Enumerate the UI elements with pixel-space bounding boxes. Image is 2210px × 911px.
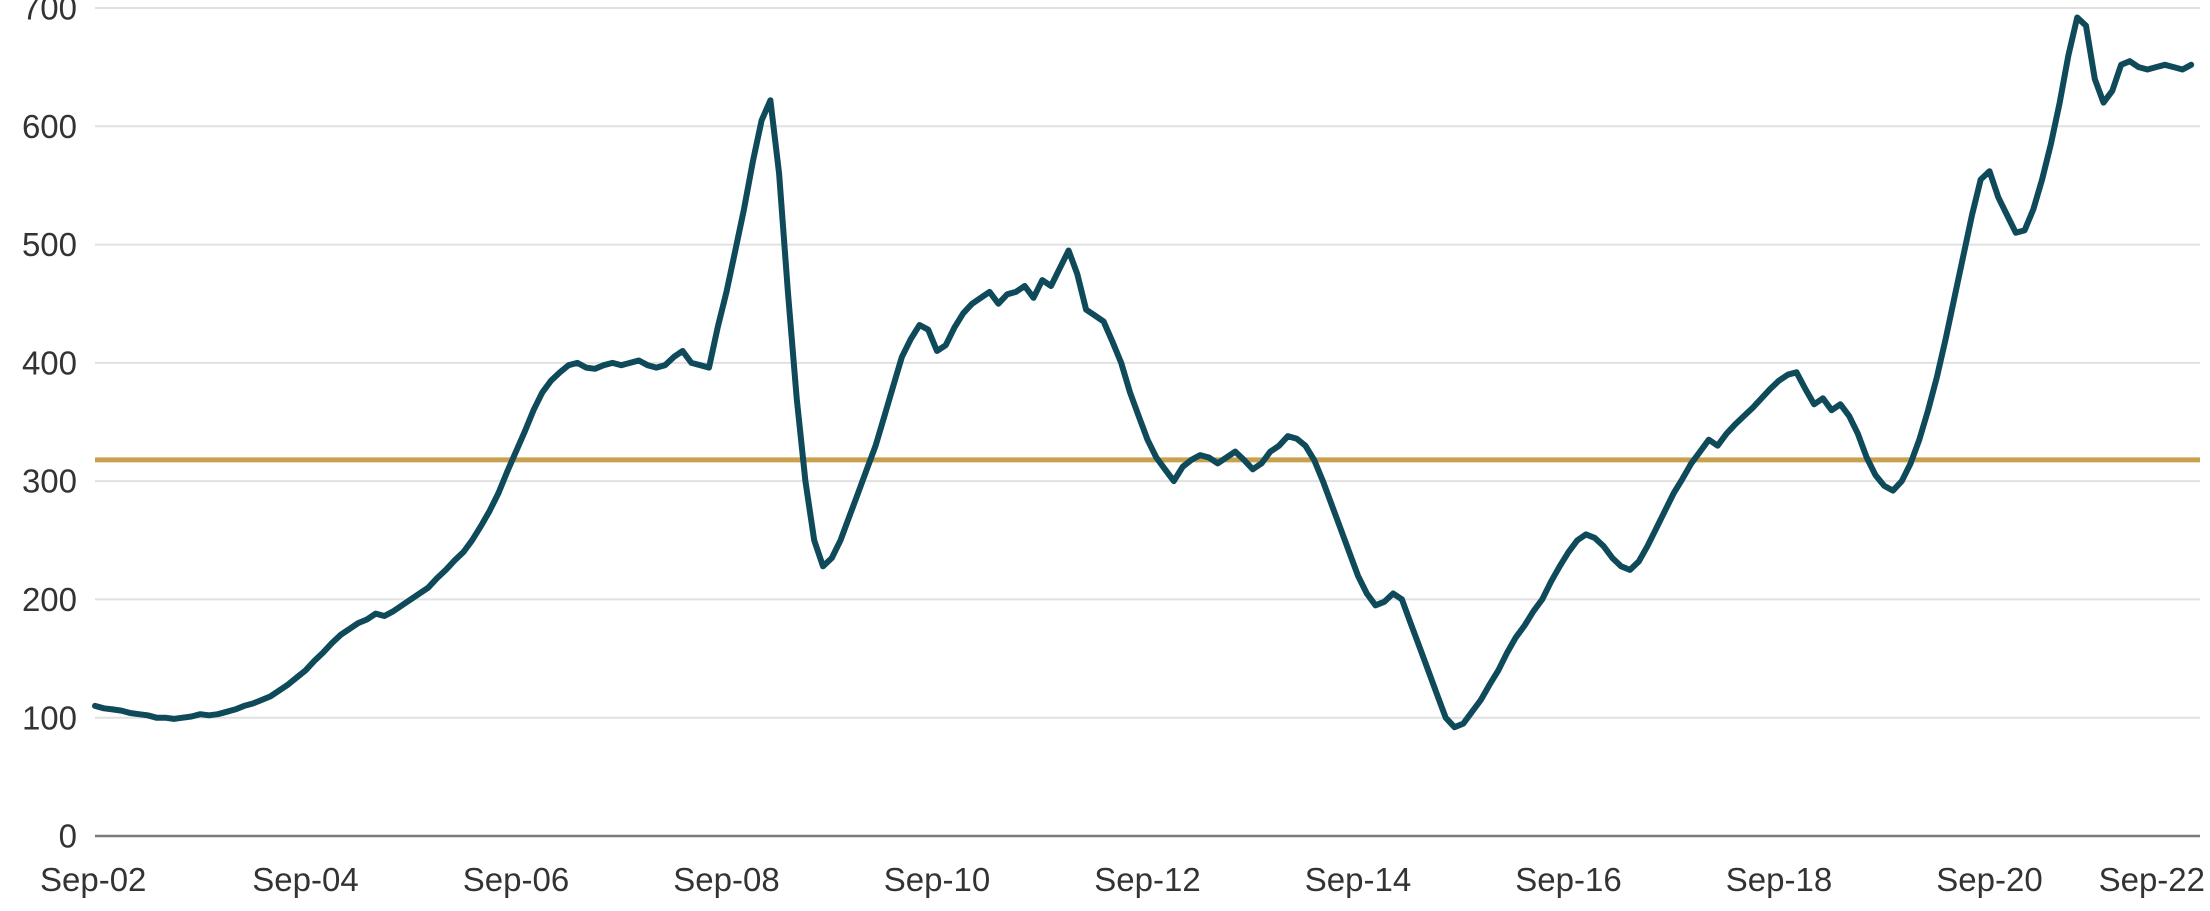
xtick-label: Sep-22 xyxy=(2099,861,2205,898)
ytick-label: 400 xyxy=(22,344,77,381)
xtick-label: Sep-10 xyxy=(884,861,990,898)
xtick-label: Sep-18 xyxy=(1726,861,1832,898)
ytick-label: 0 xyxy=(59,818,77,855)
ytick-label: 200 xyxy=(22,581,77,618)
xtick-label: Sep-08 xyxy=(673,861,779,898)
ytick-label: 500 xyxy=(22,226,77,263)
ytick-label: 600 xyxy=(22,108,77,145)
ytick-label: 100 xyxy=(22,699,77,736)
xtick-label: Sep-16 xyxy=(1515,861,1621,898)
chart-background xyxy=(0,0,2210,911)
xtick-label: Sep-04 xyxy=(252,861,358,898)
ytick-label: 700 xyxy=(22,0,77,27)
ytick-label: 300 xyxy=(22,463,77,500)
chart-svg: 0 100 200 300 400 500 600 700 Sep-02 Sep-04 Sep-06… xyxy=(0,0,2210,911)
xtick-label: Sep-12 xyxy=(1094,861,1200,898)
line-chart: 0 100 200 300 400 500 600 700 Sep-02 Sep-04 Sep-06… xyxy=(0,0,2210,911)
xtick-label: Sep-02 xyxy=(40,861,146,898)
xtick-label: Sep-06 xyxy=(463,861,569,898)
xtick-label: Sep-14 xyxy=(1305,861,1411,898)
xtick-label: Sep-20 xyxy=(1936,861,2042,898)
